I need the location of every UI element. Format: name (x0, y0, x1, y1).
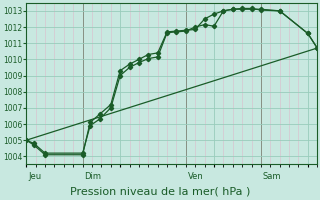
Text: Pression niveau de la mer( hPa ): Pression niveau de la mer( hPa ) (70, 186, 250, 196)
Text: Jeu: Jeu (28, 172, 41, 181)
Text: Sam: Sam (262, 172, 281, 181)
Text: Dim: Dim (84, 172, 101, 181)
Text: Ven: Ven (188, 172, 203, 181)
